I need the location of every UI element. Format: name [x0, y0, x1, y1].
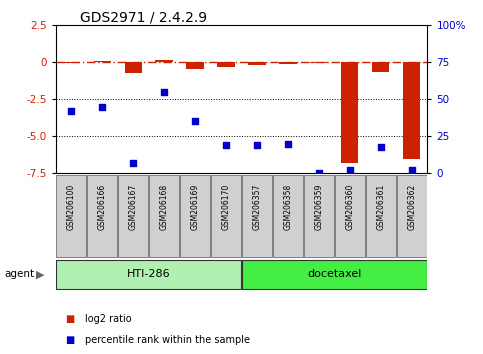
Text: ▶: ▶: [36, 269, 45, 279]
Text: ■: ■: [65, 335, 74, 345]
Point: [98, 104, 106, 109]
Point: [129, 160, 137, 166]
Bar: [341, 62, 358, 163]
Text: agent: agent: [5, 269, 35, 279]
Point: [160, 89, 168, 95]
Text: GSM206168: GSM206168: [159, 184, 169, 230]
Text: HTI-286: HTI-286: [127, 269, 170, 279]
Bar: [242, 260, 427, 289]
Text: GSM206361: GSM206361: [376, 184, 385, 230]
Bar: [366, 175, 396, 257]
Bar: [397, 175, 427, 257]
Bar: [311, 62, 327, 63]
Text: GSM206357: GSM206357: [253, 184, 261, 230]
Bar: [87, 175, 117, 257]
Bar: [149, 175, 179, 257]
Text: percentile rank within the sample: percentile rank within the sample: [85, 335, 250, 345]
Bar: [248, 62, 266, 65]
Bar: [211, 175, 241, 257]
Bar: [242, 175, 272, 257]
Text: GSM206170: GSM206170: [222, 184, 230, 230]
Text: GSM206362: GSM206362: [408, 184, 416, 230]
Bar: [118, 175, 148, 257]
Bar: [304, 175, 334, 257]
Bar: [62, 62, 80, 63]
Point: [377, 144, 385, 149]
Point: [284, 141, 292, 147]
Point: [253, 142, 261, 148]
Point: [67, 108, 75, 114]
Bar: [217, 62, 235, 67]
Text: GSM206359: GSM206359: [314, 184, 324, 230]
Text: docetaxel: docetaxel: [307, 269, 362, 279]
Bar: [280, 62, 297, 64]
Point: [346, 168, 354, 173]
Bar: [335, 175, 365, 257]
Bar: [186, 62, 203, 69]
Bar: [94, 61, 111, 62]
Point: [191, 119, 199, 124]
Text: GSM206167: GSM206167: [128, 184, 138, 230]
Bar: [403, 62, 421, 159]
Point: [315, 171, 323, 176]
Text: GDS2971 / 2.4.2.9: GDS2971 / 2.4.2.9: [80, 11, 207, 25]
Text: GSM206169: GSM206169: [190, 184, 199, 230]
Text: GSM206166: GSM206166: [98, 184, 107, 230]
Bar: [156, 60, 172, 62]
Text: ■: ■: [65, 314, 74, 324]
Bar: [125, 62, 142, 73]
Text: GSM206360: GSM206360: [345, 184, 355, 230]
Bar: [56, 260, 241, 289]
Bar: [273, 175, 303, 257]
Point: [222, 142, 230, 148]
Point: [408, 168, 416, 173]
Bar: [372, 62, 389, 72]
Bar: [180, 175, 210, 257]
Text: GSM206100: GSM206100: [67, 184, 75, 230]
Text: GSM206358: GSM206358: [284, 184, 293, 230]
Bar: [56, 175, 86, 257]
Text: log2 ratio: log2 ratio: [85, 314, 131, 324]
